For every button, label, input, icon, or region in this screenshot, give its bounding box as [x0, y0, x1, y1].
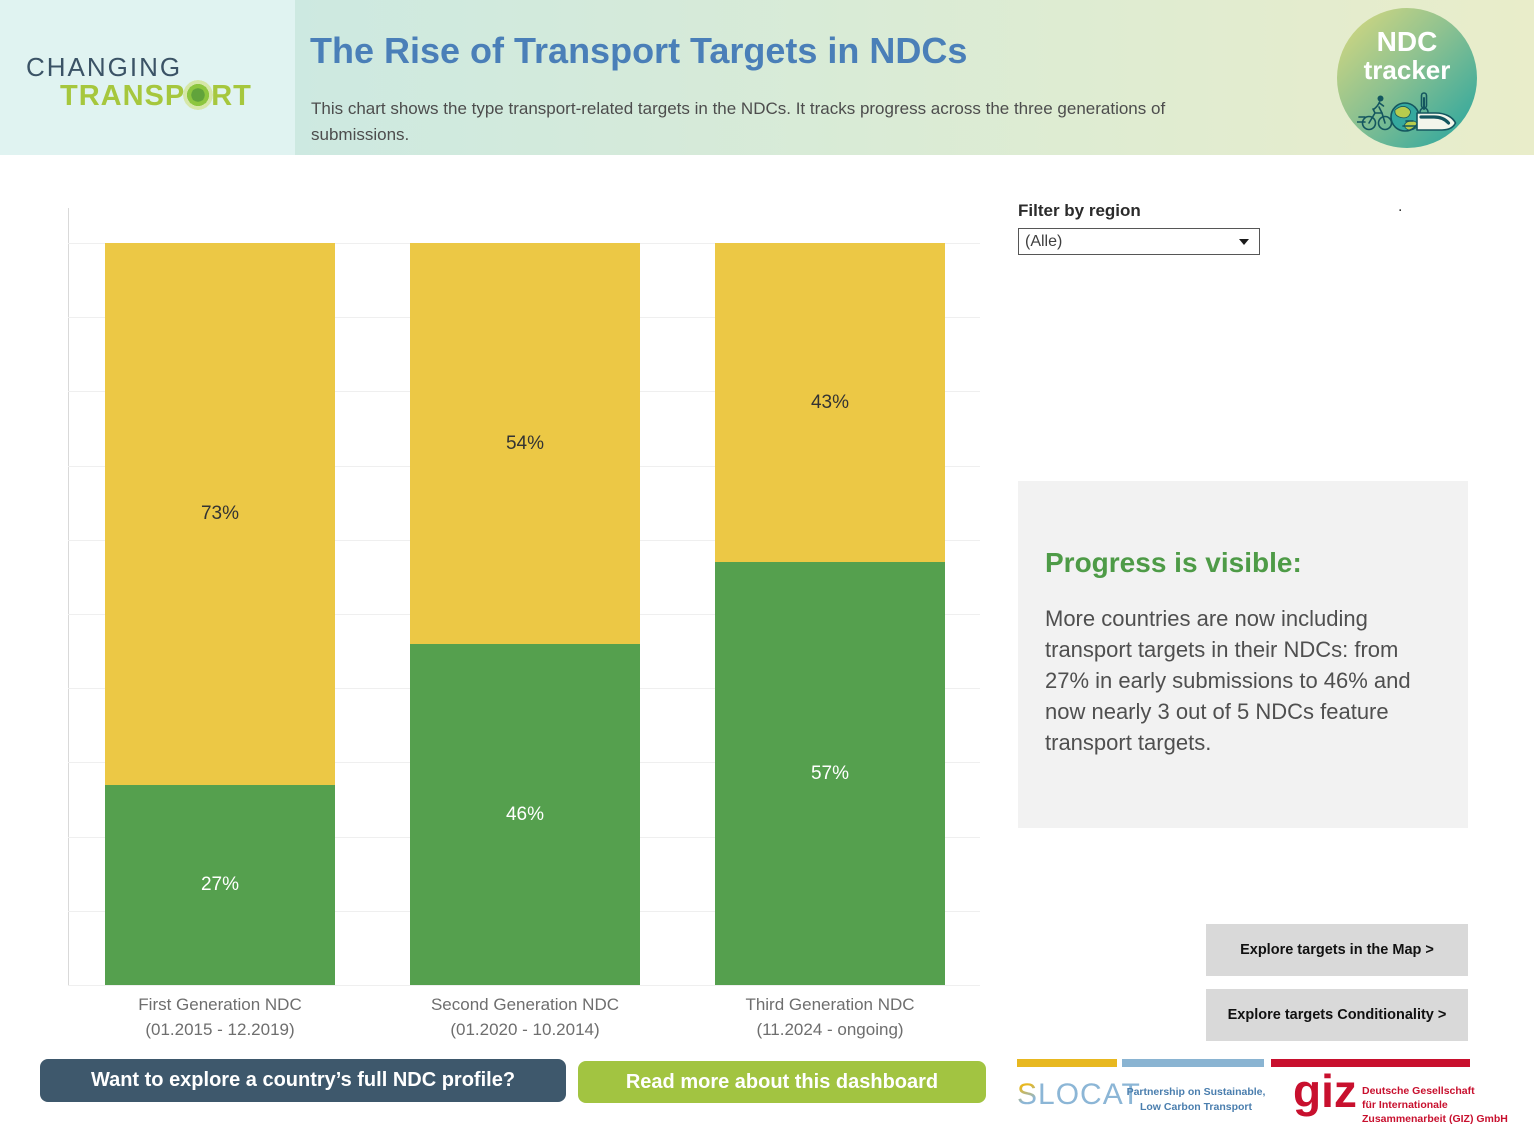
giz-name-line2: für Internationale: [1362, 1099, 1448, 1111]
speed-lines-icon: [1357, 116, 1366, 123]
insight-heading: Progress is visible:: [1045, 547, 1302, 578]
brand-word-changing: CHANGING: [26, 52, 183, 82]
x-axis-label: First Generation NDC (01.2015 - 12.2019): [105, 992, 335, 1042]
slocat-tagline-line2: Low Carbon Transport: [1139, 1101, 1252, 1113]
slocat-tagline: Partnership on Sustainable, Low Carbon T…: [1125, 1085, 1267, 1115]
x-axis-label-title: Third Generation NDC: [745, 995, 915, 1014]
separator-bar-yellow: [1017, 1059, 1117, 1067]
insight-box: Progress is visible: More countries are …: [1018, 481, 1468, 828]
bar-value-label: 57%: [810, 762, 850, 784]
giz-name-line3: Zusammenarbeit (GIZ) GmbH: [1362, 1113, 1508, 1125]
x-axis-label-title: Second Generation NDC: [430, 995, 620, 1014]
read-more-button[interactable]: Read more about this dashboard: [578, 1061, 986, 1103]
gridline: [68, 985, 980, 986]
giz-logo: giz: [1293, 1065, 1357, 1117]
country-profile-button[interactable]: Want to explore a country’s full NDC pro…: [40, 1059, 566, 1102]
badge-title-tracker: tracker: [1363, 55, 1451, 85]
transport-icons-illustration: [1357, 92, 1457, 132]
bar-value-label: 46%: [505, 803, 545, 825]
header-banner: The Rise of Transport Targets in NDCs Th…: [295, 0, 1534, 155]
separator-bar-red: [1271, 1059, 1470, 1067]
x-axis-label: Third Generation NDC (11.2024 - ongoing): [715, 992, 945, 1042]
brand-word-transport-prefix: TRANSP: [60, 80, 186, 112]
bar-value-label: 43%: [810, 391, 850, 413]
brand-word-transport: TRANSP RT: [60, 80, 252, 113]
x-axis-label-period: (11.2024 - ongoing): [756, 1020, 904, 1039]
changing-transport-logo: CHANGING TRANSP RT: [0, 0, 295, 155]
x-axis-label: Second Generation NDC (01.2020 - 10.2014): [410, 992, 640, 1042]
y-axis-line: [68, 208, 69, 985]
giz-company-name: Deutsche Gesellschaft für Internationale…: [1362, 1084, 1508, 1126]
giz-name-line1: Deutsche Gesellschaft: [1362, 1085, 1475, 1097]
bar-2-segment-without-transport-target[interactable]: 54%: [410, 243, 640, 644]
region-filter-value: (Alle): [1025, 232, 1063, 250]
bar-1-segment-with-transport-target[interactable]: 27%: [105, 785, 335, 985]
x-axis-label-title: First Generation NDC: [138, 995, 302, 1014]
explore-map-button[interactable]: Explore targets in the Map >: [1206, 924, 1468, 976]
slocat-tagline-line1: Partnership on Sustainable,: [1126, 1086, 1266, 1098]
bar-value-label: 54%: [505, 432, 545, 454]
bar-1-segment-without-transport-target[interactable]: 73%: [105, 243, 335, 785]
region-filter-dropdown[interactable]: (Alle): [1018, 228, 1260, 255]
chevron-down-icon: [1239, 238, 1249, 245]
stray-dot: .: [1398, 198, 1403, 215]
slocat-wordmark-rest: LOCAT: [1038, 1078, 1141, 1111]
page-title: The Rise of Transport Targets in NDCs: [310, 30, 968, 71]
x-axis-label-period: (01.2015 - 12.2019): [145, 1020, 295, 1039]
badge-title-ndc: NDC: [1376, 26, 1438, 57]
bar-value-label: 27%: [200, 874, 240, 895]
bar-value-label: 73%: [200, 503, 240, 524]
explore-conditionality-button[interactable]: Explore targets Conditionality >: [1206, 989, 1468, 1041]
separator-bar-blue: [1122, 1059, 1264, 1067]
bar-3-segment-without-transport-target[interactable]: 43%: [715, 243, 945, 562]
brand-word-transport-suffix: RT: [211, 80, 252, 112]
header: CHANGING TRANSP RT The Rise of Transport …: [0, 0, 1534, 155]
stacked-bar-chart: 73% 27% First Generation NDC (01.2015 - 12.…: [68, 208, 980, 1068]
bar-2-segment-with-transport-target[interactable]: 46%: [410, 644, 640, 985]
slocat-logo: SLOCAT: [1017, 1078, 1141, 1112]
insight-body: More countries are now including transpo…: [1045, 606, 1411, 755]
slocat-logo-s-icon: S: [1017, 1078, 1039, 1111]
page-subtitle: This chart shows the type transport-rela…: [311, 99, 1166, 144]
ndc-tracker-badge: NDC tracker: [1337, 8, 1477, 148]
filter-by-region-label: Filter by region: [1018, 201, 1141, 220]
x-axis-label-period: (01.2020 - 10.2014): [450, 1020, 600, 1039]
transport-logo-target-icon: [183, 80, 214, 110]
bar-3-segment-with-transport-target[interactable]: 57%: [715, 562, 945, 985]
